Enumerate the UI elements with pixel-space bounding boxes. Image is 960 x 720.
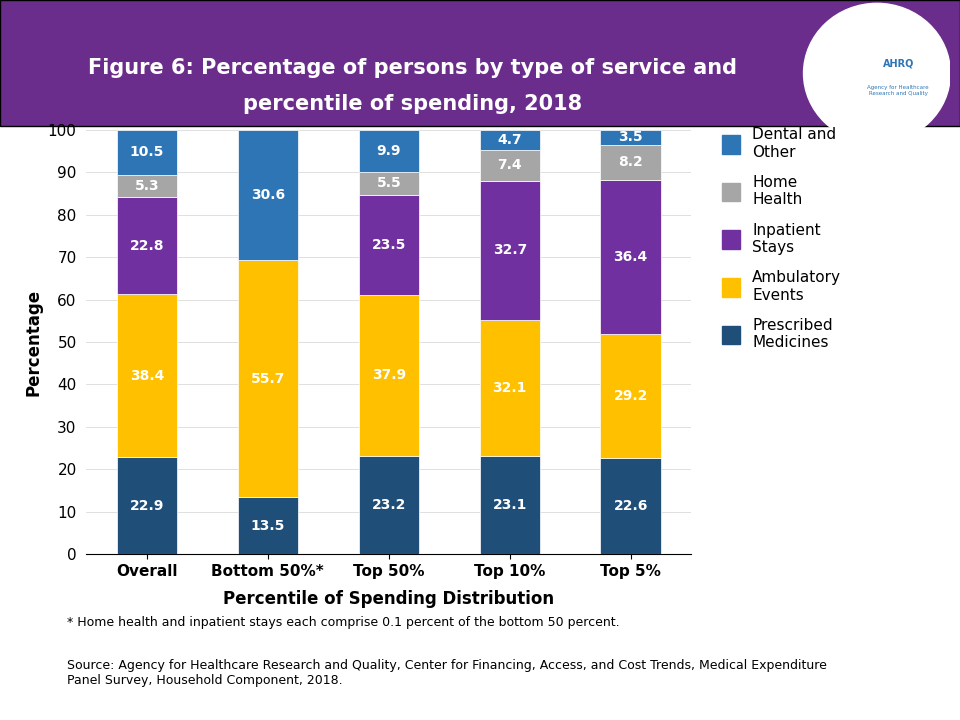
Text: 5.5: 5.5 bbox=[376, 176, 401, 190]
Text: 7.4: 7.4 bbox=[497, 158, 522, 172]
Bar bbox=[601, 180, 660, 334]
Bar bbox=[601, 130, 660, 145]
Text: 5.3: 5.3 bbox=[134, 179, 159, 193]
Text: 22.9: 22.9 bbox=[130, 499, 164, 513]
Bar bbox=[601, 145, 660, 180]
Bar bbox=[358, 295, 419, 456]
Text: 32.7: 32.7 bbox=[492, 243, 527, 258]
Text: 22.8: 22.8 bbox=[130, 238, 164, 253]
Bar bbox=[358, 171, 419, 195]
Bar bbox=[480, 150, 540, 181]
Text: * Home health and inpatient stays each comprise 0.1 percent of the bottom 50 per: * Home health and inpatient stays each c… bbox=[67, 616, 620, 629]
Text: 55.7: 55.7 bbox=[251, 372, 285, 386]
Text: 9.9: 9.9 bbox=[376, 143, 401, 158]
Bar bbox=[238, 261, 298, 497]
Text: 22.6: 22.6 bbox=[613, 500, 648, 513]
Legend: Dental and
Other, Home
Health, Inpatient
Stays, Ambulatory
Events, Prescribed
Me: Dental and Other, Home Health, Inpatient… bbox=[715, 121, 847, 356]
Text: 13.5: 13.5 bbox=[251, 518, 285, 533]
Bar bbox=[358, 195, 419, 295]
Bar bbox=[238, 497, 298, 554]
Bar bbox=[358, 130, 419, 171]
Text: 23.1: 23.1 bbox=[492, 498, 527, 513]
Text: 4.7: 4.7 bbox=[497, 132, 522, 147]
Bar bbox=[117, 197, 177, 294]
X-axis label: Percentile of Spending Distribution: Percentile of Spending Distribution bbox=[224, 590, 554, 608]
Text: AHRQ: AHRQ bbox=[882, 59, 914, 69]
Text: 32.1: 32.1 bbox=[492, 381, 527, 395]
Text: 30.6: 30.6 bbox=[251, 188, 285, 202]
Bar bbox=[480, 320, 540, 456]
Text: Figure 6: Percentage of persons by type of service and: Figure 6: Percentage of persons by type … bbox=[88, 58, 737, 78]
Bar bbox=[480, 130, 540, 150]
Text: 23.5: 23.5 bbox=[372, 238, 406, 252]
Bar bbox=[117, 175, 177, 197]
Y-axis label: Percentage: Percentage bbox=[24, 289, 42, 395]
Bar bbox=[117, 130, 177, 175]
Text: Agency for Healthcare
Research and Quality: Agency for Healthcare Research and Quali… bbox=[868, 85, 929, 96]
Bar bbox=[117, 457, 177, 554]
Bar bbox=[480, 181, 540, 320]
Text: 3.5: 3.5 bbox=[618, 130, 643, 145]
Bar bbox=[480, 456, 540, 554]
Bar bbox=[238, 130, 298, 260]
Text: 38.4: 38.4 bbox=[130, 369, 164, 382]
Text: 10.5: 10.5 bbox=[130, 145, 164, 159]
Bar bbox=[601, 334, 660, 459]
Text: Source: Agency for Healthcare Research and Quality, Center for Financing, Access: Source: Agency for Healthcare Research a… bbox=[67, 659, 828, 687]
Text: 36.4: 36.4 bbox=[613, 250, 648, 264]
Text: 23.2: 23.2 bbox=[372, 498, 406, 512]
Bar bbox=[358, 456, 419, 554]
Bar bbox=[117, 294, 177, 457]
Ellipse shape bbox=[804, 4, 950, 143]
Text: 29.2: 29.2 bbox=[613, 390, 648, 403]
Text: percentile of spending, 2018: percentile of spending, 2018 bbox=[243, 94, 583, 114]
Text: 37.9: 37.9 bbox=[372, 369, 406, 382]
Bar bbox=[601, 459, 660, 554]
Text: 8.2: 8.2 bbox=[618, 156, 643, 169]
